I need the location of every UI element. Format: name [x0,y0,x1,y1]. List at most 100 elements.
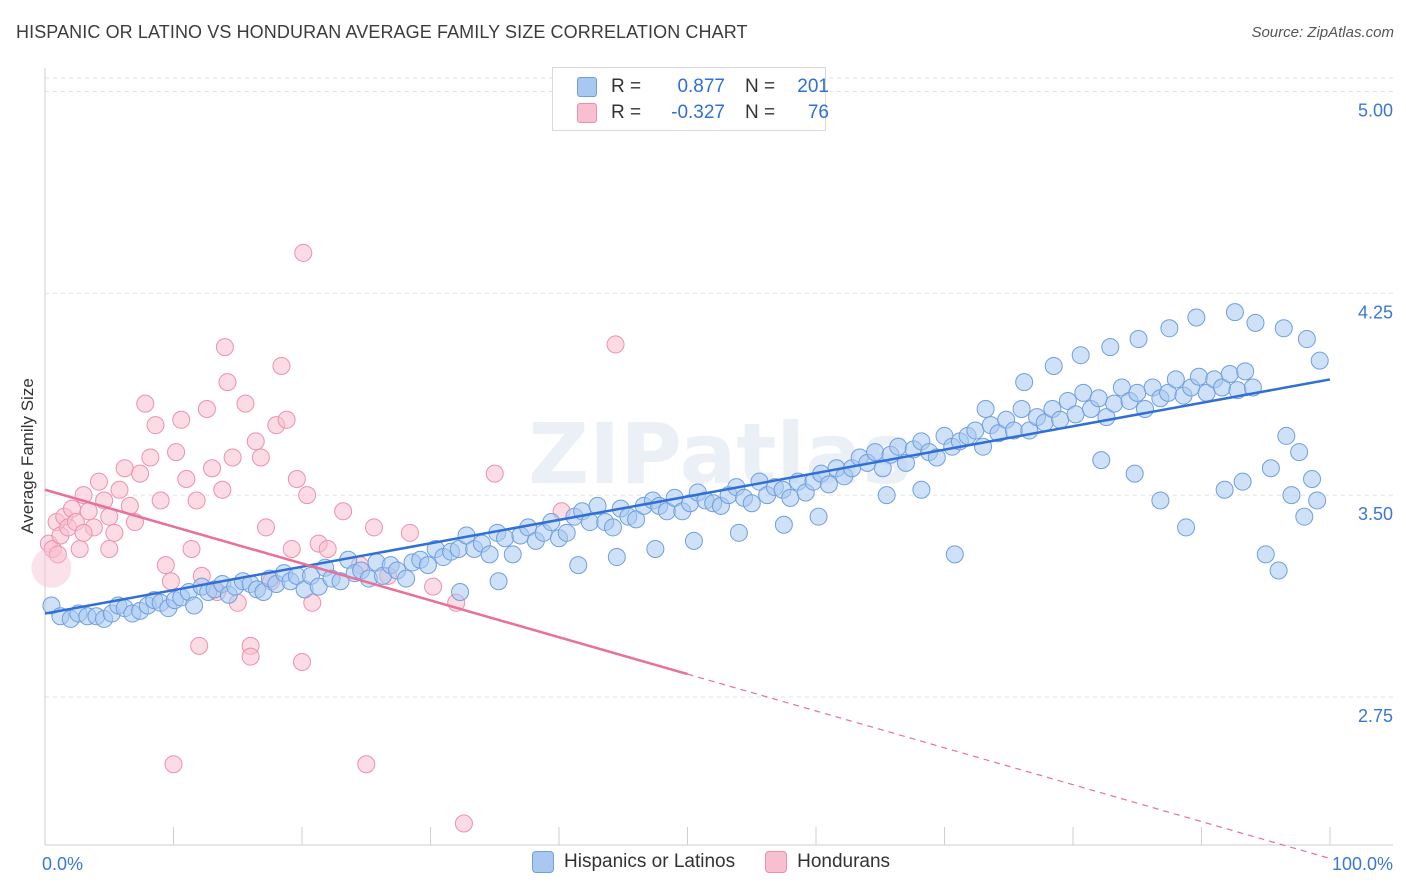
y-axis-label: Average Family Size [18,378,37,534]
hispanic-point [1277,426,1296,445]
honduran-point [257,518,276,537]
hispanic-point [607,548,626,567]
hispanic-point [1166,370,1185,389]
pink-swatch [577,103,597,123]
hispanic-point [1220,365,1239,384]
hispanic-point [774,515,793,534]
honduran-point [298,486,317,505]
honduran-point [136,394,155,413]
hispanic-point [1246,313,1265,332]
honduran-point [110,480,129,499]
series-legend: Hispanics or Latinos Hondurans [532,851,920,873]
honduran-point [182,539,201,558]
hispanic-point [1044,356,1063,375]
honduran-point [294,243,313,262]
honduran-point [131,464,150,483]
honduran-point [31,547,72,588]
honduran-point [246,432,265,451]
hispanic-trend-line [44,378,1331,615]
hispanic-point [418,556,437,575]
honduran-point [400,523,419,542]
hispanic-point [1128,383,1147,402]
hispanic-point [603,518,622,537]
hispanic-point [1233,472,1252,491]
honduran-point [287,469,306,488]
hispanic-point [1177,518,1196,537]
hispanic-point [1074,383,1093,402]
hispanic-point [1310,351,1329,370]
honduran-point [161,572,180,591]
blue-swatch [532,851,554,873]
hispanic-point [646,539,665,558]
n-value: 201 [797,76,829,97]
hispanic-point [684,531,703,550]
honduran-point [187,491,206,510]
honduran-point [485,464,504,483]
honduran-point [236,394,255,413]
honduran-point [115,459,134,478]
hispanic-point [1015,373,1034,392]
hispanic-point [627,510,646,529]
watermark: ZIPatlas [528,405,912,503]
honduran-point [141,448,160,467]
hispanic-point [1282,486,1301,505]
hispanic-point [927,448,946,467]
y-tick-label: 3.50 [1358,504,1393,524]
hispanic-point [809,507,828,526]
hispanic-point [397,569,416,588]
legend-label: Hispanics or Latinos [564,851,736,872]
honduran-point [89,472,108,491]
honduran-point [215,338,234,357]
honduran-point [364,518,383,537]
honduran-point [146,416,165,435]
hispanic-point [503,545,522,564]
r-label: R = [611,76,642,97]
pink-swatch [765,851,788,873]
hispanic-point [1256,545,1275,564]
hispanic-point [496,529,515,548]
hispanic-point [1303,469,1322,488]
hispanic-point [729,523,748,542]
honduran-point [164,755,183,774]
hispanic-point [819,475,838,494]
honduran-point [100,539,119,558]
legend-item-honduran[interactable]: Hondurans [765,851,890,873]
correlation-legend: R = 0.877 N = 201 R = -0.327 N = 76 [552,67,829,131]
hispanic-point [489,572,508,591]
hispanic-point [945,545,964,564]
hispanic-point [451,583,470,602]
honduran-point [454,814,473,833]
hispanic-point [1129,330,1148,349]
honduran-point [190,636,209,655]
hispanic-point [1187,308,1206,327]
hispanic-point [1215,480,1234,499]
honduran-point [105,523,124,542]
honduran-point [318,539,337,558]
hispanic-point [866,443,885,462]
hispanic-point [1308,491,1327,510]
hispanic-point [1066,405,1085,424]
hispanic-point [480,545,499,564]
honduran-point [74,523,93,542]
hispanic-point [1012,400,1031,419]
honduran-point [156,556,175,575]
hispanic-point [1101,338,1120,357]
hispanic-point [1297,330,1316,349]
hispanic-point [781,488,800,507]
hispanic-point [1269,561,1288,580]
hispanic-point [1071,346,1090,365]
hispanic-point [1189,367,1208,386]
hispanic-point [976,400,995,419]
legend-item-hispanic[interactable]: Hispanics or Latinos [532,851,735,873]
honduran-point [334,502,353,521]
hispanic-point [912,480,931,499]
n-label: N = [745,102,776,123]
hispanic-point [185,596,204,615]
x-tick-label: 0.0% [42,854,83,874]
honduran-trend-line-dashed [687,673,1331,860]
honduran-point [606,335,625,354]
honduran-point [167,443,186,462]
y-tick-label: 5.00 [1358,100,1393,120]
hispanic-point [1290,443,1309,462]
honduran-point [272,356,291,375]
